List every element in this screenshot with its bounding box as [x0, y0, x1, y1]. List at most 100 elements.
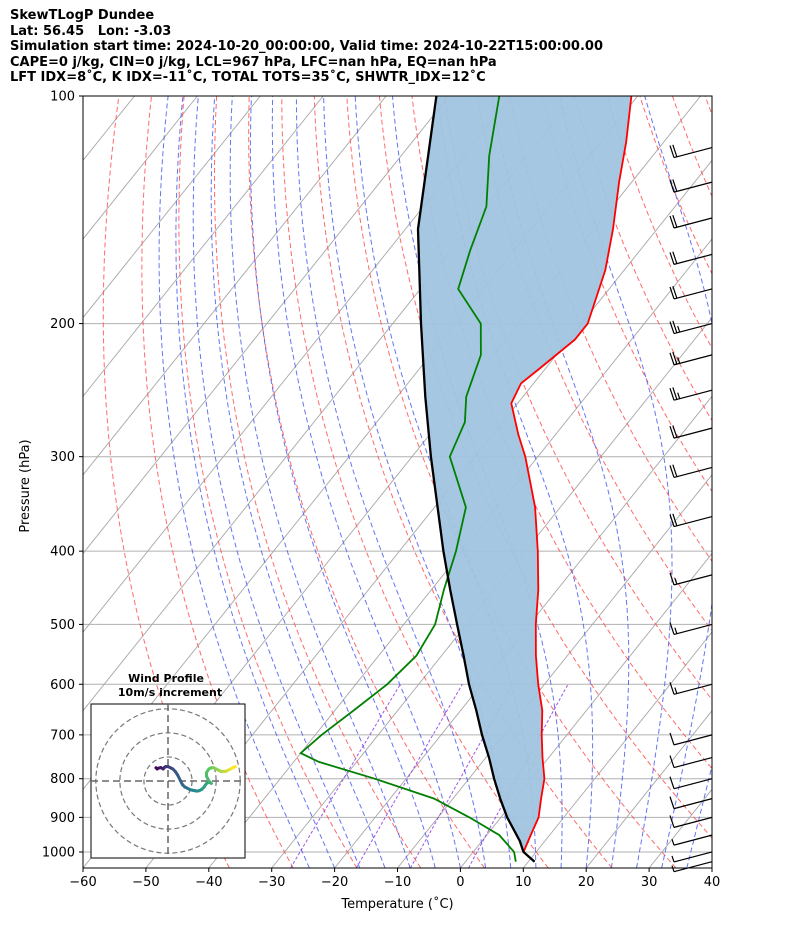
moist-adiabat — [192, 96, 361, 868]
y-tick-label: 1000 — [42, 845, 75, 860]
barb-flag — [672, 425, 678, 438]
isotherm — [711, 867, 712, 868]
barb-shaft — [673, 834, 713, 846]
barb-shaft — [673, 778, 713, 790]
profiles — [299, 96, 633, 863]
y-tick-label: 100 — [50, 90, 75, 105]
barb-flag — [672, 320, 678, 334]
barb-shaft — [673, 322, 713, 335]
barb-flag — [669, 352, 675, 366]
barb-shaft — [673, 253, 713, 265]
moist-adiabat — [644, 96, 712, 868]
barb-flag — [669, 321, 675, 334]
moist-adiabat — [491, 96, 630, 868]
wind-barb — [669, 351, 713, 366]
y-tick-label: 300 — [50, 450, 75, 465]
barb-shaft — [673, 734, 713, 746]
moist-adiabat — [271, 96, 461, 868]
barb-shaft — [673, 354, 713, 366]
x-tick-label: −50 — [132, 875, 159, 890]
dry-adiabat — [141, 96, 294, 868]
moist-adiabat — [158, 96, 310, 868]
series-temperature — [510, 96, 633, 863]
wind-barb — [669, 513, 713, 528]
isotherm — [271, 316, 712, 868]
barb-flag — [669, 514, 675, 527]
moist-adiabat — [711, 866, 712, 868]
inset-title: Wind Profile — [128, 672, 204, 685]
barb-half — [671, 855, 675, 863]
y-tick-label: 700 — [50, 728, 75, 743]
axes: −60 −50 −40 −30 −20 −10 0 10 20 30 40 1000 900 800 700… — [18, 90, 720, 913]
x-axis-label: Temperature (˚C) — [340, 896, 453, 912]
moist-adiabat — [210, 96, 386, 868]
x-tick-label: −20 — [321, 875, 348, 890]
chart-header: SkewTLogP Dundee Lat: 56.45 Lon: -3.03 S… — [10, 8, 603, 86]
isotherm — [83, 96, 450, 555]
mixing-ratio-line — [355, 684, 463, 868]
wind-barb — [669, 425, 713, 439]
isotherm — [83, 96, 387, 476]
barb-shaft — [673, 427, 713, 439]
wind-barb — [669, 796, 713, 810]
wind-barb — [669, 251, 713, 265]
isotherm — [334, 395, 712, 868]
wind-barb — [669, 755, 713, 769]
moist-adiabat — [686, 763, 712, 868]
x-tick-label: −30 — [258, 875, 285, 890]
wind-barb — [669, 682, 713, 695]
x-tick-label: 10 — [515, 875, 532, 890]
inset-plot — [91, 704, 245, 858]
series-parcel — [416, 96, 536, 863]
barb-flag — [672, 251, 678, 264]
dry-adiabat — [738, 96, 794, 868]
wind-barb — [671, 834, 713, 846]
dry-adiabat — [281, 96, 549, 868]
dry-adiabat — [639, 96, 712, 275]
dry-adiabat — [509, 96, 712, 563]
barb-flag — [669, 572, 675, 586]
isotherm — [775, 96, 794, 868]
dry-adiabat — [606, 96, 712, 350]
barb-shaft — [673, 798, 713, 810]
dry-adiabat — [378, 96, 712, 839]
wind-barb — [669, 464, 713, 479]
barb-flag — [669, 622, 675, 635]
y-tick-label: 600 — [50, 678, 75, 693]
wind-barb — [669, 144, 713, 159]
cin-area — [418, 96, 632, 862]
barb-shaft — [673, 623, 713, 635]
hodograph-inset: Wind Profile 10m/s increment — [90, 672, 246, 859]
barb-flag — [669, 252, 675, 265]
barb-shaft — [673, 851, 713, 863]
barb-flag — [669, 465, 675, 478]
mixing-ratio-line — [290, 684, 401, 868]
x-tick-label: 20 — [578, 875, 595, 890]
barb-flag — [669, 145, 675, 158]
x-tick-label: 30 — [641, 875, 658, 890]
barb-flag — [669, 796, 675, 809]
y-tick-label: 900 — [50, 811, 75, 826]
moist-adiabat — [559, 96, 673, 868]
barb-flag — [672, 387, 678, 400]
dry-adiabat — [346, 96, 677, 868]
x-tick-label: −10 — [384, 875, 411, 890]
barb-flag — [672, 144, 678, 157]
y-axis-label: Pressure (hPa) — [18, 439, 33, 532]
barb-flag — [672, 179, 678, 192]
mixing-ratio-line — [468, 684, 569, 868]
time-line: Simulation start time: 2024-10-20_00:00:… — [10, 39, 603, 54]
barb-half — [674, 577, 678, 585]
isotherm — [83, 96, 261, 319]
barb-half — [677, 325, 681, 333]
barb-half — [671, 838, 675, 846]
isotherm — [83, 96, 513, 633]
wind-barb — [669, 387, 713, 401]
barb-flag — [669, 776, 675, 789]
wind-barb — [669, 179, 713, 193]
isotherm — [522, 631, 712, 868]
y-tick-label: 200 — [50, 317, 75, 332]
barb-flag — [669, 286, 675, 300]
barb-shaft — [673, 389, 713, 401]
